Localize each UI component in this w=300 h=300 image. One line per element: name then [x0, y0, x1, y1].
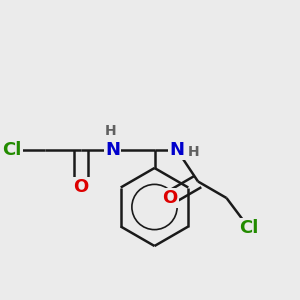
- Text: H: H: [105, 124, 117, 137]
- Text: Cl: Cl: [2, 141, 22, 159]
- Text: O: O: [74, 178, 88, 196]
- Text: O: O: [162, 189, 177, 207]
- Text: Cl: Cl: [239, 219, 259, 237]
- Text: N: N: [169, 141, 184, 159]
- Text: N: N: [105, 141, 120, 159]
- Text: H: H: [188, 146, 199, 159]
